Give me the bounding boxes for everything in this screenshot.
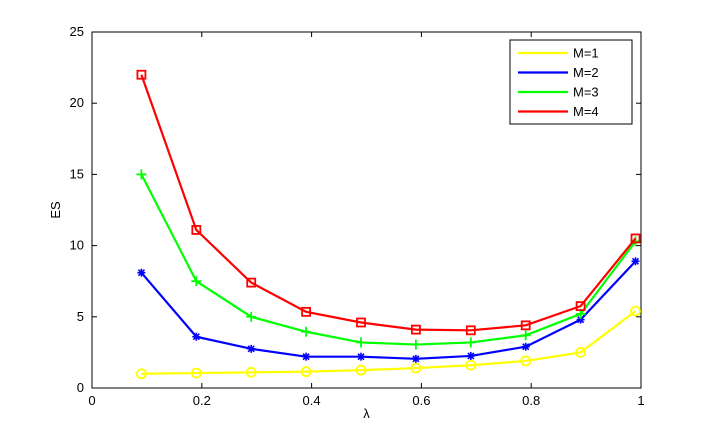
series-line xyxy=(140,260,637,360)
legend-label: M=1 xyxy=(573,46,599,61)
legend-label: M=3 xyxy=(573,85,599,100)
legend-label: M=2 xyxy=(573,65,599,80)
data-point xyxy=(356,337,367,348)
y-tick-label: 10 xyxy=(70,238,84,253)
y-tick-label: 15 xyxy=(70,166,84,181)
data-point xyxy=(465,359,477,371)
x-tick-label: 0.6 xyxy=(412,393,430,408)
y-axis-label: ES xyxy=(48,201,63,219)
data-point xyxy=(137,268,146,277)
data-point xyxy=(576,315,585,324)
data-point xyxy=(136,169,147,180)
data-point xyxy=(410,339,421,350)
x-tick-label: 0.2 xyxy=(193,393,211,408)
data-point xyxy=(575,346,587,358)
data-point xyxy=(301,326,312,337)
data-point xyxy=(465,337,476,348)
data-point xyxy=(520,320,531,331)
data-point xyxy=(301,306,312,317)
data-point xyxy=(630,233,641,244)
data-point xyxy=(300,366,312,378)
data-point xyxy=(246,311,257,322)
data-point xyxy=(521,342,530,351)
data-point xyxy=(520,330,531,341)
data-point xyxy=(575,301,586,312)
y-tick-label: 20 xyxy=(70,95,84,110)
data-point xyxy=(191,276,202,287)
series-2 xyxy=(137,257,640,363)
x-tick-label: 0.4 xyxy=(303,393,321,408)
x-axis-label: λ xyxy=(363,406,370,421)
data-point xyxy=(355,364,367,376)
legend-item: M=2 xyxy=(518,65,599,80)
x-tick-label: 1 xyxy=(637,393,644,408)
legend-item: M=3 xyxy=(518,85,599,100)
data-point xyxy=(136,69,147,80)
data-point xyxy=(630,305,641,317)
data-point xyxy=(357,352,366,361)
data-point xyxy=(190,367,202,379)
data-point xyxy=(466,351,475,360)
series-line xyxy=(140,74,637,332)
y-tick-label: 0 xyxy=(77,380,84,395)
data-point xyxy=(191,225,202,235)
data-point xyxy=(245,366,257,378)
data-point xyxy=(246,277,257,288)
x-tick-label: 0 xyxy=(88,393,95,408)
data-point xyxy=(192,332,201,341)
series-line xyxy=(141,310,637,375)
data-point xyxy=(410,362,422,374)
legend-label: M=4 xyxy=(573,104,599,119)
data-point xyxy=(465,325,476,336)
x-tick-label: 0.8 xyxy=(522,393,540,408)
legend-item: M=1 xyxy=(518,46,599,61)
data-point xyxy=(411,324,421,335)
series-3 xyxy=(136,169,641,350)
data-point xyxy=(247,344,256,353)
data-point xyxy=(631,257,640,266)
data-point xyxy=(136,368,147,380)
data-point xyxy=(302,352,311,361)
series-1 xyxy=(136,305,641,380)
series-4 xyxy=(136,69,641,336)
data-point xyxy=(356,317,366,328)
series-layer xyxy=(136,69,641,380)
series-line xyxy=(140,173,637,346)
legend-item: M=4 xyxy=(518,104,599,119)
legend: M=1 M=2 M=3 M=4 xyxy=(509,39,633,125)
data-point xyxy=(411,354,420,363)
y-tick-label: 25 xyxy=(70,24,84,39)
y-tick-label: 5 xyxy=(77,309,84,324)
data-point xyxy=(520,355,532,367)
